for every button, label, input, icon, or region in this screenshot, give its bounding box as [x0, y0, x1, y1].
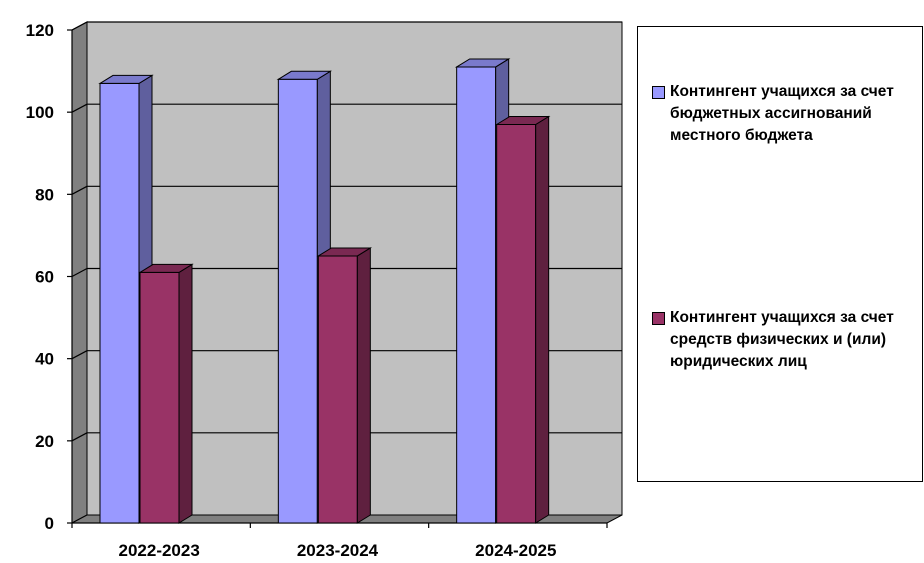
bar-top	[316, 247, 373, 257]
bar-top	[454, 58, 511, 68]
y-tick-label: 0	[45, 514, 54, 533]
gridline-side	[71, 350, 88, 360]
bar-front	[317, 255, 358, 524]
legend-item-budget: Контингент учащихся за счет бюджетных ас…	[652, 81, 922, 147]
gridline-side	[71, 103, 88, 113]
gridline-side	[71, 432, 88, 442]
bar-front	[99, 82, 140, 524]
bar-top	[494, 115, 551, 125]
bar	[494, 115, 551, 524]
bar-front	[277, 78, 318, 524]
bar-front	[496, 123, 537, 524]
bar-side	[178, 263, 193, 524]
bars	[98, 58, 551, 524]
legend: Контингент учащихся за счет бюджетных ас…	[637, 26, 923, 482]
bar-side	[535, 115, 550, 524]
bar-front	[456, 66, 497, 524]
x-axis-ticks: 2022-2023 2023-2024 2024-2025	[71, 523, 608, 560]
y-tick-label: 40	[35, 350, 54, 369]
legend-item-paid: Контингент учащихся за счет средств физи…	[652, 307, 922, 373]
bar	[316, 247, 373, 524]
gridline-side	[71, 185, 88, 195]
gridline-side	[71, 21, 88, 31]
legend-swatch-paid	[652, 312, 665, 325]
x-tick-label: 2024-2025	[475, 541, 556, 560]
bar-top	[138, 263, 194, 273]
gridline-side	[71, 267, 88, 278]
y-tick-label: 80	[35, 185, 54, 204]
y-tick-label: 60	[35, 268, 54, 287]
legend-swatch-budget	[652, 86, 665, 99]
y-tick-label: 100	[26, 103, 54, 122]
x-tick-label: 2022-2023	[119, 541, 200, 560]
y-tick-label: 120	[26, 21, 54, 40]
bar-top	[276, 70, 333, 80]
legend-label-paid: Контингент учащихся за счет средств физи…	[670, 309, 894, 370]
x-tick-label: 2023-2024	[297, 541, 379, 560]
legend-label-budget: Контингент учащихся за счет бюджетных ас…	[670, 83, 894, 144]
bar-side	[356, 247, 371, 524]
bar-front	[139, 271, 180, 524]
bar	[138, 263, 194, 524]
y-axis-ticks: 0 20 40 60 80 100 120	[26, 21, 72, 533]
bar-top	[98, 74, 154, 84]
y-tick-label: 20	[35, 432, 54, 451]
